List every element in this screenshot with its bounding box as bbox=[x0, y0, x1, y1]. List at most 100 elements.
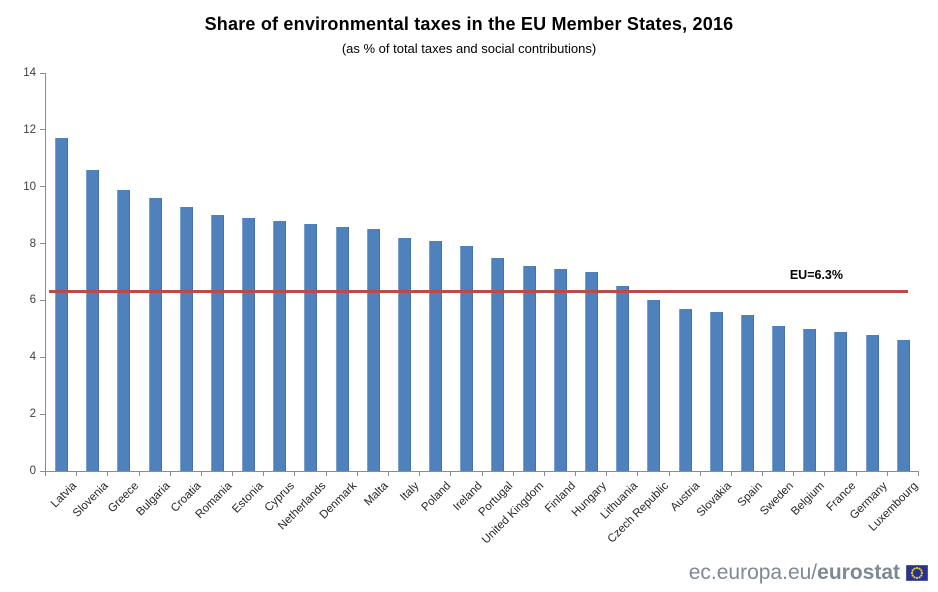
bar-slot: Netherlands bbox=[276, 73, 328, 532]
bar-slot: Estonia bbox=[231, 73, 266, 516]
y-axis-tick-label: 6 bbox=[29, 294, 36, 307]
y-axis-tick bbox=[40, 413, 46, 415]
y-axis-tick bbox=[40, 243, 46, 245]
bar-slot: Malta bbox=[358, 73, 391, 508]
bar-croatia bbox=[179, 206, 193, 471]
bar-sweden bbox=[772, 326, 786, 471]
y-axis-tick-label: 10 bbox=[23, 180, 36, 193]
x-axis-tick bbox=[918, 471, 919, 476]
x-axis-tick bbox=[699, 471, 701, 476]
x-axis-tick bbox=[263, 471, 265, 476]
bar-slot: Czech Republic bbox=[606, 73, 671, 545]
x-axis-tick bbox=[512, 471, 514, 476]
bar-slot: Sweden bbox=[758, 73, 796, 518]
y-axis-tick-label: 4 bbox=[29, 351, 36, 364]
x-axis-tick bbox=[543, 471, 545, 476]
bar-slot: Denmark bbox=[318, 73, 360, 521]
eu-flag-icon bbox=[906, 565, 928, 581]
x-axis-tick bbox=[824, 471, 826, 476]
bar-slot: France bbox=[825, 73, 858, 514]
bar-united-kingdom bbox=[522, 266, 536, 471]
bar-estonia bbox=[242, 218, 256, 471]
y-axis-tick bbox=[40, 299, 46, 301]
bar-bulgaria bbox=[148, 198, 162, 471]
bar-netherlands bbox=[304, 223, 318, 471]
bar-cyprus bbox=[273, 220, 287, 471]
x-axis-label: Belgium bbox=[789, 480, 828, 518]
source-credit: ec.europa.eu/eurostat bbox=[689, 561, 928, 585]
bars-container: Latvia Slovenia Greece Bulgaria Croatia Roman… bbox=[46, 73, 921, 546]
y-axis-tick bbox=[40, 129, 46, 131]
bar-slot: Ireland bbox=[451, 73, 484, 513]
bar-slovakia bbox=[709, 311, 723, 471]
bar-slot: Latvia bbox=[46, 73, 79, 510]
bar-slot: Germany bbox=[848, 73, 890, 522]
plot-area: Latvia Slovenia Greece Bulgaria Croatia Roman… bbox=[23, 67, 921, 546]
x-axis-tick bbox=[855, 471, 857, 476]
y-axis-tick bbox=[40, 470, 46, 472]
bar-belgium bbox=[803, 328, 817, 471]
x-axis-tick bbox=[325, 471, 327, 476]
bar-slot: Finland bbox=[543, 73, 578, 515]
x-axis-tick bbox=[886, 471, 888, 476]
source-url-regular: ec.europa.eu/ bbox=[688, 561, 818, 584]
bar-lithuania bbox=[616, 286, 630, 471]
bar-slot: Italy bbox=[389, 73, 422, 503]
bar-slot: Portugal bbox=[477, 73, 515, 519]
y-axis-tick-label: 12 bbox=[23, 123, 36, 136]
x-axis-tick bbox=[762, 471, 764, 476]
x-axis-tick bbox=[107, 471, 109, 476]
x-axis-label: Bulgaria bbox=[134, 480, 173, 519]
x-axis-tick bbox=[606, 471, 608, 476]
x-axis-tick bbox=[200, 471, 202, 476]
bar-luxembourg bbox=[896, 340, 910, 471]
eu-flag-stars bbox=[910, 566, 924, 580]
bar-malta bbox=[366, 229, 380, 471]
x-axis-tick bbox=[138, 471, 140, 476]
x-axis-label: Italy bbox=[398, 480, 422, 504]
bar-denmark bbox=[335, 226, 349, 471]
bar-slot: Romania bbox=[194, 73, 235, 521]
bar-slot: Spain bbox=[732, 73, 765, 509]
bar-slovenia bbox=[86, 169, 100, 471]
x-axis-tick bbox=[668, 471, 670, 476]
bar-finland bbox=[553, 269, 567, 471]
bar-portugal bbox=[491, 257, 505, 471]
page-title: Share of environmental taxes in the EU M… bbox=[204, 14, 734, 34]
y-axis-tick bbox=[40, 186, 46, 188]
bar-czech-republic bbox=[647, 300, 661, 471]
bar-slot: Greece bbox=[106, 73, 141, 515]
x-axis-tick bbox=[169, 471, 171, 476]
x-axis-tick bbox=[419, 471, 421, 476]
bar-france bbox=[834, 331, 848, 471]
bar-slot: Luxembourg bbox=[867, 73, 921, 534]
eu-reference-label: EU=6.3% bbox=[789, 267, 843, 282]
bar-slot: Cyprus bbox=[263, 73, 297, 514]
y-axis-tick-label: 2 bbox=[29, 408, 36, 421]
x-axis-tick bbox=[450, 471, 452, 476]
x-axis-tick bbox=[387, 471, 389, 476]
source-url-bold: eurostat bbox=[817, 561, 900, 584]
bar-slot: Austria bbox=[669, 73, 703, 514]
bar-latvia bbox=[55, 138, 69, 471]
x-axis-tick bbox=[793, 471, 795, 476]
x-axis-label: Spain bbox=[735, 480, 765, 510]
bar-austria bbox=[678, 308, 692, 471]
bar-romania bbox=[210, 215, 224, 471]
bar-slot: Bulgaria bbox=[134, 73, 173, 518]
bar-slot: Belgium bbox=[789, 73, 827, 518]
x-axis-tick bbox=[45, 471, 46, 476]
x-axis-tick bbox=[575, 471, 577, 476]
x-axis-label: Poland bbox=[419, 480, 454, 514]
x-axis-label: Estonia bbox=[230, 480, 267, 516]
bar-slot: Slovakia bbox=[694, 73, 734, 519]
x-axis-label: Malta bbox=[362, 480, 391, 509]
x-axis-label: Sweden bbox=[758, 480, 797, 518]
bar-hungary bbox=[585, 272, 598, 471]
bar-spain bbox=[740, 314, 754, 471]
x-axis-tick bbox=[294, 471, 296, 476]
bar-slot: Slovenia bbox=[71, 73, 110, 520]
eu-reference-line bbox=[49, 290, 908, 294]
bar-poland bbox=[429, 240, 443, 471]
